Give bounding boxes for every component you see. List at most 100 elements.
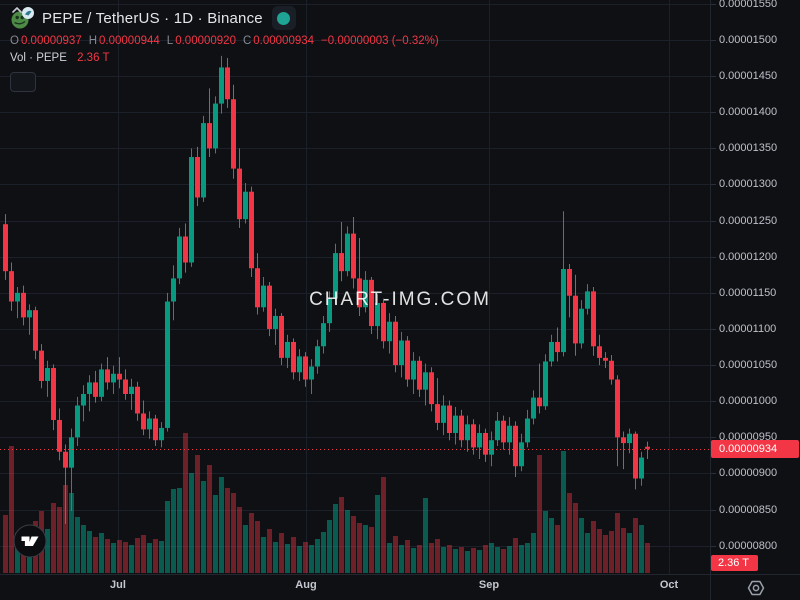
- low-label: L: [166, 35, 174, 47]
- price-tick-label: 0.00001450: [719, 70, 778, 83]
- volume-bar: [495, 547, 500, 573]
- price-tick-mark: [711, 112, 716, 113]
- volume-bar: [447, 545, 452, 573]
- tradingview-logo-icon: [13, 524, 47, 558]
- volume-bar: [639, 525, 644, 573]
- price-tick-mark: [711, 76, 716, 77]
- change-value: −0.00000003 (−0.32%): [321, 35, 439, 47]
- price-tick-mark: [711, 473, 716, 474]
- market-status-pill[interactable]: [271, 6, 296, 30]
- price-tick-label: 0.00001150: [719, 286, 777, 299]
- candle-body: [453, 415, 458, 433]
- candle-body: [81, 393, 86, 406]
- candle-body: [483, 432, 488, 455]
- volume-bar: [411, 548, 416, 573]
- candle-body: [99, 369, 104, 397]
- candle-body: [147, 418, 152, 430]
- candle-body: [327, 298, 332, 324]
- close-label: C: [242, 35, 252, 47]
- candle-body: [633, 433, 638, 479]
- candle-body: [621, 437, 626, 444]
- price-axis[interactable]: 0.00000934 2.36 T 0.00001550 0.00001500 0.…: [711, 0, 800, 574]
- volume-bar: [549, 518, 554, 573]
- candle-body: [363, 279, 368, 308]
- chart-pane[interactable]: CHART-IMG.COM PEPE / TetherUS · 1D · Bin…: [0, 0, 710, 574]
- candle-body: [171, 278, 176, 302]
- volume-bar: [165, 501, 170, 573]
- volume-bar: [471, 548, 476, 573]
- volume-bar: [441, 547, 446, 573]
- candle-body: [15, 292, 20, 302]
- candle-body: [3, 224, 8, 272]
- volume-bar: [189, 473, 194, 573]
- candle-body: [141, 413, 146, 430]
- candle-body: [495, 420, 500, 441]
- volume-bar: [117, 540, 122, 573]
- volume-bar: [279, 533, 284, 573]
- volume-bar: [213, 495, 218, 573]
- time-axis[interactable]: Jul Aug Sep Oct: [0, 575, 710, 600]
- volume-bar: [453, 549, 458, 573]
- candle-body: [165, 301, 170, 428]
- volume-bar: [201, 481, 206, 573]
- volume-bar: [291, 537, 296, 573]
- volume-bar: [585, 533, 590, 573]
- close-value: 0.00000934: [253, 35, 315, 47]
- volume-bar: [363, 525, 368, 573]
- candle-body: [555, 341, 560, 353]
- price-tick-mark: [711, 437, 716, 438]
- volume-label: Vol · PEPE: [10, 52, 67, 64]
- volume-bar: [237, 507, 242, 573]
- candle-body: [519, 442, 524, 467]
- open-label: O: [10, 35, 19, 47]
- candle-body: [537, 397, 542, 407]
- volume-bar: [9, 446, 14, 573]
- candle-body: [87, 382, 92, 394]
- collapse-legend-button[interactable]: [10, 7, 36, 92]
- candle-body: [33, 310, 38, 351]
- volume-bar: [297, 546, 302, 573]
- low-value: 0.00000920: [175, 35, 236, 47]
- volume-bar: [309, 545, 314, 573]
- candle-body: [627, 433, 632, 444]
- price-tick-label: 0.00000800: [719, 539, 778, 552]
- chevron-up-icon: [12, 7, 22, 13]
- volume-bar: [135, 538, 140, 573]
- gear-icon[interactable]: [746, 578, 766, 598]
- volume-bar: [171, 489, 176, 573]
- volume-bar: [153, 539, 158, 573]
- price-tick-label: 0.00001250: [719, 214, 778, 227]
- volume-bar: [375, 495, 380, 573]
- candle-body: [477, 432, 482, 448]
- volume-bar: [477, 550, 482, 573]
- volume-bar: [255, 521, 260, 573]
- candle-body: [573, 295, 578, 344]
- candle-body: [207, 123, 212, 149]
- volume-bar: [195, 455, 200, 573]
- candle-body: [471, 424, 476, 448]
- volume-bar: [57, 507, 62, 573]
- volume-badge: 2.36 T: [711, 555, 758, 571]
- volume-bar: [513, 538, 518, 573]
- volume-bar: [87, 531, 92, 573]
- volume-bar: [627, 533, 632, 573]
- candle-body: [63, 451, 68, 468]
- candle-body: [111, 373, 116, 383]
- candle-body: [303, 356, 308, 380]
- candle-body: [459, 415, 464, 441]
- volume-bar: [183, 433, 188, 573]
- volume-bar: [645, 543, 650, 573]
- candle-body: [261, 285, 266, 308]
- volume-bar: [303, 542, 308, 573]
- volume-bar: [591, 521, 596, 573]
- volume-bar: [537, 455, 542, 573]
- candle-body: [507, 425, 512, 443]
- pepe-coin-icon: [10, 5, 36, 31]
- candle-body: [237, 168, 242, 220]
- candle-body: [69, 437, 74, 468]
- volume-bar: [483, 545, 488, 573]
- volume-bar: [555, 525, 560, 573]
- volume-bar: [51, 503, 56, 573]
- time-axis-month-label: Oct: [659, 579, 679, 591]
